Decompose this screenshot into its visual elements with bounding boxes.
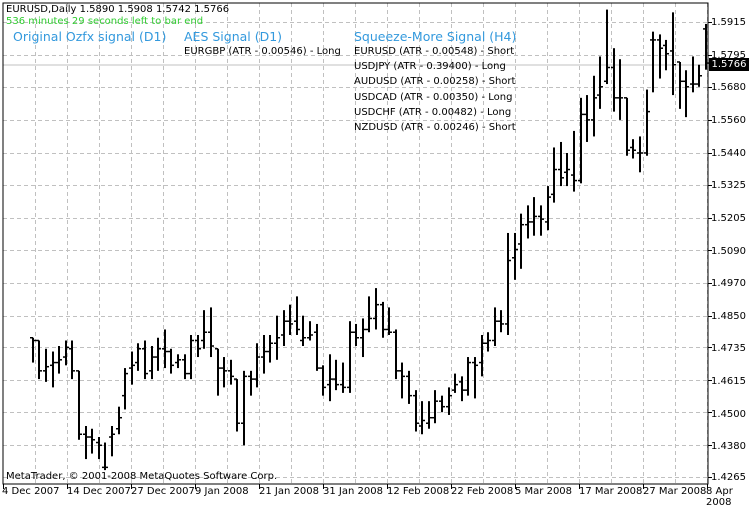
price-label: 1.4735	[711, 343, 746, 354]
price-label: 1.5680	[711, 82, 746, 93]
time-label: 12 Feb 2008	[387, 486, 450, 497]
price-label: 1.5205	[711, 213, 746, 224]
time-label: 22 Feb 2008	[451, 486, 514, 497]
squeeze-signal-title: Squeeze-More Signal (H4)	[354, 29, 517, 44]
chart-header: EURUSD,Daily 1.5890 1.5908 1.5742 1.5766	[6, 4, 230, 15]
time-label: 17 Mar 2008	[579, 486, 643, 497]
price-label: 1.4265	[711, 472, 746, 483]
time-label: 21 Jan 2008	[259, 486, 319, 497]
price-label: 1.4500	[711, 409, 746, 420]
squeeze-signal-panel: Squeeze-More Signal (H4) EURUSD (ATR - 0…	[354, 29, 516, 135]
bar-timer: 536 minutes 29 seconds left to bar end	[6, 16, 204, 27]
price-label: 1.4615	[711, 376, 746, 387]
price-label: 1.5090	[711, 246, 746, 257]
squeeze-signal-line: AUDUSD (ATR - 0.00258) - Short	[354, 76, 516, 88]
price-label: 1.5560	[711, 115, 746, 126]
squeeze-signal-line: USDCAD (ATR - 0.00350) - Long	[354, 91, 513, 103]
price-label: 1.4970	[711, 278, 746, 289]
plot-frame	[2, 2, 709, 485]
time-label: 27 Dec 2007	[131, 486, 195, 497]
squeeze-signal-line: USDCHF (ATR - 0.00482) - Long	[354, 106, 512, 118]
price-label: 1.5325	[711, 180, 746, 191]
current-bid-tag: 1.5766	[709, 58, 749, 71]
copyright-notice: MetaTrader, © 2001-2008 MetaQuotes Softw…	[6, 471, 278, 482]
time-label: 27 Mar 2008	[643, 486, 707, 497]
time-label: 9 Jan 2008	[195, 486, 249, 497]
price-label: 1.5795	[711, 50, 746, 61]
time-label: 31 Jan 2008	[323, 486, 383, 497]
squeeze-signal-line: NZDUSD (ATR - 0.00246) - Short	[354, 122, 516, 134]
aes-signal-panel: AES Signal (D1) EURGBP (ATR - 0.00546) -…	[184, 29, 341, 59]
time-label: 5 Mar 2008	[515, 486, 573, 497]
squeeze-signal-line: EURUSD (ATR - 0.00548) - Short	[354, 46, 515, 57]
price-label: 1.5440	[711, 148, 746, 159]
aes-signal-title: AES Signal (D1)	[184, 29, 283, 44]
time-label: 4 Dec 2007	[2, 486, 60, 497]
price-label: 1.4850	[711, 311, 746, 322]
time-label: 8 Apr 2008	[706, 486, 733, 508]
price-label: 1.4380	[711, 441, 746, 452]
ozfx-signal-title: Original Ozfx signal (D1)	[13, 29, 167, 44]
time-label: 14 Dec 2007	[67, 486, 131, 497]
price-label: 1.5915	[711, 17, 746, 28]
ohlc-bars	[30, 9, 709, 471]
squeeze-signal-line: USDJPY (ATR - 0.39400) - Long	[354, 61, 506, 73]
aes-signal-line: EURGBP (ATR - 0.00546) - Long	[184, 46, 341, 57]
time-axis-ticks	[3, 484, 708, 489]
grid-lines	[3, 3, 708, 484]
price-axis-ticks	[708, 22, 712, 478]
